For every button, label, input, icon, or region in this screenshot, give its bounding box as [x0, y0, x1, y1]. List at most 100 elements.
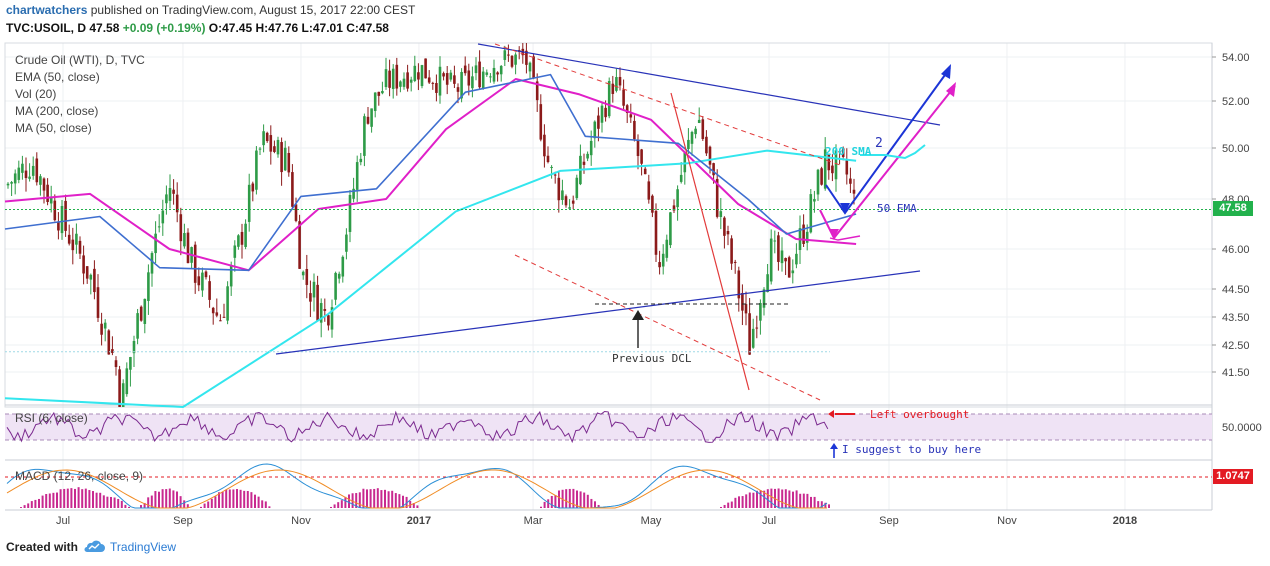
- candle-down: [35, 158, 39, 183]
- candle-down: [827, 153, 831, 171]
- price-axis-tick-label: 54.00: [1222, 52, 1250, 64]
- price-axis-tick-label: 43.50: [1222, 312, 1250, 324]
- trend-annotations: [275, 43, 956, 401]
- candle-down: [71, 239, 75, 251]
- candle-up: [449, 72, 453, 80]
- macd-histogram-bar: [74, 488, 76, 508]
- candle-up: [359, 158, 363, 163]
- candle-down: [820, 168, 823, 185]
- macd-histogram-bar: [734, 497, 737, 508]
- time-axis[interactable]: Jul Sep Nov 2017 Mar May Jul Sep Nov 2018: [56, 515, 1137, 527]
- blue-projection-path: [825, 67, 951, 215]
- macd-histogram-bar: [48, 493, 51, 508]
- candle-down: [427, 77, 431, 83]
- candle-up: [348, 194, 352, 232]
- candle-up: [168, 188, 172, 201]
- candle-down: [496, 72, 499, 75]
- macd-histogram-bar: [727, 502, 730, 508]
- last-price-tag: 47.58: [1213, 201, 1253, 216]
- legend-ma50[interactable]: MA (50, close): [15, 121, 92, 135]
- macd-histogram-bar: [333, 504, 336, 508]
- macd-histogram-bar: [63, 488, 66, 508]
- macd-histogram-bar: [391, 490, 394, 508]
- candle-up: [816, 169, 820, 195]
- candle-down: [564, 196, 568, 206]
- indicator-line-ma-50-close-: [4, 73, 857, 272]
- macd-histogram-bar: [203, 503, 206, 508]
- candle-down: [730, 238, 733, 264]
- candle-down: [377, 91, 381, 96]
- macd-histogram-bar: [366, 489, 368, 508]
- candle-down: [611, 83, 615, 94]
- legend-volume[interactable]: Vol (20): [15, 87, 57, 101]
- candle-up: [384, 69, 388, 88]
- macd-histogram-bar: [380, 490, 383, 508]
- candle-up: [334, 272, 337, 300]
- macd-histogram-bar: [102, 495, 105, 508]
- candle-down: [546, 155, 550, 162]
- tradingview-brand-link[interactable]: TradingView: [82, 540, 176, 554]
- price-axis-tick-label: 41.50: [1222, 367, 1250, 379]
- macd-histogram-bar: [594, 501, 596, 508]
- macd-histogram-bar: [20, 507, 22, 508]
- candle-down: [507, 54, 510, 56]
- candle-up: [492, 67, 496, 82]
- candle-down: [53, 200, 57, 221]
- candle-up: [694, 128, 697, 135]
- macd-histogram-bar: [117, 498, 120, 508]
- candle-down: [712, 163, 715, 176]
- macd-histogram-bar: [565, 489, 568, 508]
- macd-histogram-bar: [590, 498, 593, 508]
- macd-histogram-bar: [550, 496, 553, 508]
- candle-down: [640, 149, 643, 164]
- candle-up: [49, 196, 53, 204]
- candle-up: [813, 199, 816, 202]
- indicator-line-ma-200-close-: [4, 149, 857, 408]
- macd-histogram-bar: [792, 491, 794, 508]
- wave-2-label: 2: [875, 136, 883, 151]
- macd-histogram-bar: [741, 496, 744, 508]
- candle-down: [654, 210, 658, 255]
- legend-symbol[interactable]: Crude Oil (WTI), D, TVC: [15, 53, 145, 67]
- macd-histogram-bar: [52, 492, 55, 508]
- candle-down: [327, 315, 330, 326]
- candle-down: [582, 161, 586, 165]
- macd-histogram-bar: [186, 504, 189, 508]
- macd-histogram-bar: [770, 488, 773, 508]
- candle-up: [17, 167, 21, 180]
- rsi-line: [6, 410, 829, 444]
- macd-histogram-bar: [373, 488, 376, 508]
- legend-ma200[interactable]: MA (200, close): [15, 104, 99, 118]
- candle-down: [435, 83, 438, 93]
- candle-up: [589, 140, 593, 156]
- time-axis-tick-label: May: [641, 515, 662, 527]
- candle-down: [723, 217, 726, 236]
- macd-histogram-bar: [586, 494, 589, 508]
- macd-histogram-bar: [788, 490, 791, 508]
- candle-down: [456, 87, 460, 92]
- candle-down: [535, 81, 539, 101]
- candle-up: [276, 139, 280, 155]
- author-name[interactable]: chartwatchers: [6, 3, 88, 17]
- candle-up: [402, 78, 406, 87]
- macd-histogram-bar: [813, 496, 816, 508]
- price-axis-tick-label: 52.00: [1222, 96, 1250, 108]
- macd-title[interactable]: MACD (12, 26, close, 9): [15, 469, 144, 483]
- candle-down: [604, 107, 607, 118]
- macd-histogram-bar: [232, 489, 235, 508]
- macd-histogram-bar: [183, 500, 186, 508]
- candle-up: [809, 194, 813, 233]
- close-value: C:47.58: [346, 21, 389, 35]
- candle-down: [442, 73, 445, 77]
- legend-ema50[interactable]: EMA (50, close): [15, 70, 100, 84]
- rsi-axis-label: 50.0000: [1222, 422, 1262, 434]
- candle-down: [510, 55, 514, 67]
- candle-down: [417, 72, 420, 80]
- macd-histogram-bar: [362, 488, 365, 508]
- candle-up: [514, 54, 517, 65]
- candle-down: [741, 292, 744, 311]
- rsi-title[interactable]: RSI (6, close): [15, 411, 88, 425]
- macd-histogram-bar: [387, 491, 390, 508]
- macd-histogram-bar: [147, 497, 150, 508]
- candle-up: [413, 65, 417, 81]
